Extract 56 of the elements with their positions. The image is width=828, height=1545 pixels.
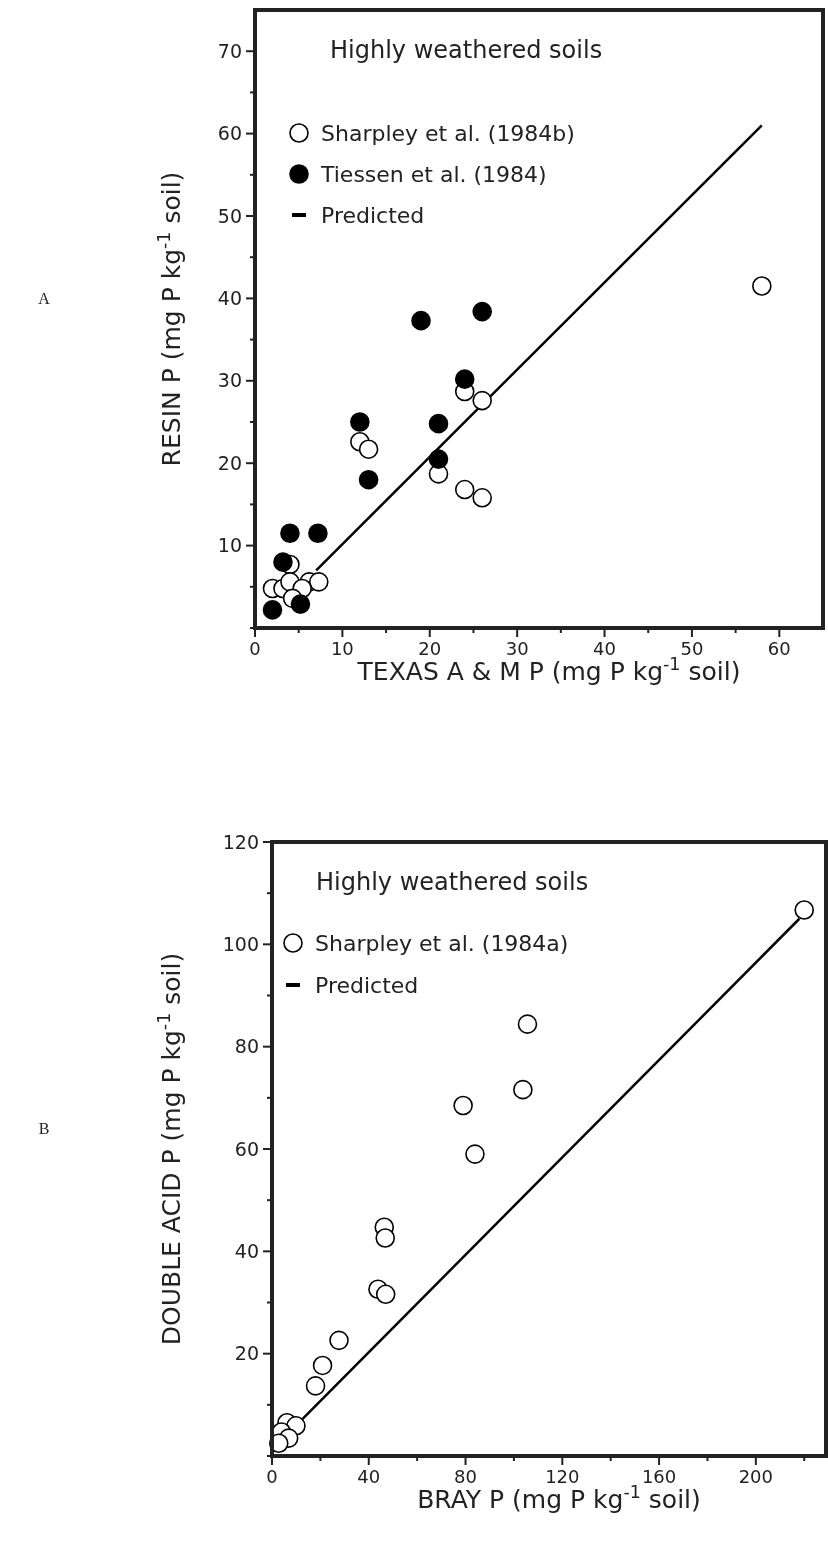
point	[794, 900, 815, 920]
y-tick-label: 60	[217, 122, 242, 145]
point	[305, 1376, 326, 1396]
y-tick-label: 120	[222, 830, 259, 853]
point	[472, 390, 492, 411]
point	[312, 1355, 333, 1376]
y-tick-label: 10	[217, 534, 242, 557]
text: A	[38, 290, 51, 307]
x-tick-label: 10	[330, 638, 354, 659]
point	[273, 552, 293, 572]
y-tick-label: 20	[234, 1342, 259, 1365]
point	[428, 413, 449, 434]
legend-label: Predicted	[315, 972, 419, 998]
point	[280, 523, 300, 544]
text: B	[38, 1120, 50, 1137]
legend-label: Tiessen et al. (1984)	[320, 161, 547, 187]
point	[513, 1079, 533, 1100]
point	[358, 469, 379, 490]
point	[375, 1284, 396, 1305]
point	[308, 523, 328, 544]
y-tick-label: 70	[217, 39, 242, 62]
point	[428, 449, 449, 469]
x-tick-label: 0	[249, 638, 261, 659]
point	[290, 594, 311, 614]
x-tick-label: 60	[767, 638, 791, 659]
y-tick-label: 80	[234, 1035, 259, 1058]
point	[752, 276, 772, 296]
point	[453, 1095, 473, 1116]
point	[350, 412, 370, 432]
y-tick-label: 50	[217, 204, 242, 227]
point	[454, 369, 475, 389]
point	[329, 1330, 349, 1351]
point	[517, 1014, 538, 1034]
legend-label: Sharpley et al. (1984a)	[315, 930, 569, 956]
x-tick-label: 0	[266, 1466, 278, 1487]
point	[308, 572, 329, 592]
point	[465, 1144, 485, 1164]
y-tick-label: 40	[234, 1239, 259, 1262]
y-tick-label: 100	[222, 932, 259, 955]
x-tick-label: 40	[357, 1466, 381, 1487]
point	[472, 488, 492, 508]
y-tick-label: 20	[217, 451, 242, 474]
y-tick-label: 40	[217, 287, 242, 310]
point	[411, 310, 431, 331]
point	[472, 301, 492, 322]
legend-label: Sharpley et al. (1984b)	[321, 120, 575, 146]
text: Highly weathered soils	[330, 36, 603, 64]
point	[375, 1228, 396, 1248]
x-tick-label: 200	[738, 1466, 774, 1487]
legend-label: Predicted	[321, 202, 425, 228]
y-tick-label: 30	[217, 369, 242, 392]
y-tick-label: 60	[234, 1137, 259, 1160]
point	[454, 479, 475, 500]
point	[262, 600, 283, 620]
point	[358, 439, 379, 459]
text: Highly weathered soils	[316, 868, 589, 896]
